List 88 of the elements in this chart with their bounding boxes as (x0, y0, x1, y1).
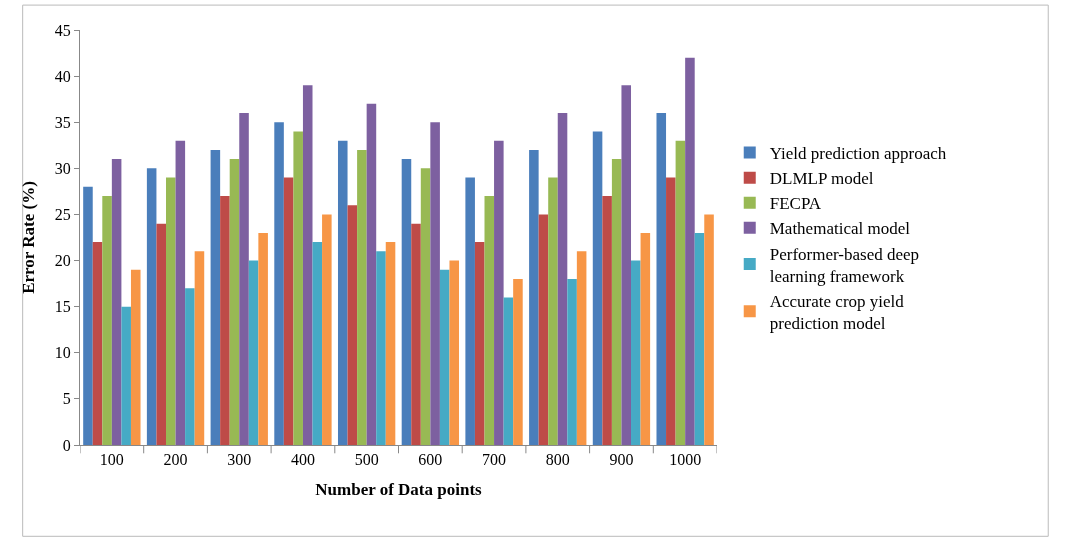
y-tick-label: 40 (54, 67, 71, 85)
bar (529, 149, 539, 445)
bar (156, 223, 166, 445)
bar (121, 306, 131, 445)
bar (194, 251, 205, 445)
y-tick-label: 20 (54, 252, 71, 270)
bar (274, 122, 284, 445)
bar (283, 177, 294, 445)
bar (513, 279, 523, 445)
bar (602, 196, 612, 445)
bar (430, 122, 440, 445)
legend-label: Accurate crop yield prediction model (769, 291, 905, 333)
y-tick-label: 30 (54, 159, 71, 177)
bar (621, 85, 632, 445)
legend-label: Mathematical model (769, 219, 911, 239)
bar (685, 57, 695, 445)
y-tick-label: 25 (54, 206, 71, 224)
x-tick-label: 100 (99, 451, 124, 469)
y-tick-label: 10 (54, 344, 71, 362)
bar (185, 288, 195, 445)
y-tick-label: 15 (54, 298, 71, 316)
bar (557, 113, 568, 445)
bar (465, 177, 475, 445)
x-tick-label: 200 (163, 451, 188, 469)
bar (548, 177, 558, 445)
y-axis-title: Error Rate (%) (19, 181, 39, 294)
y-tick-label: 35 (54, 113, 71, 131)
bar (576, 251, 587, 445)
bar (83, 186, 93, 445)
bar (312, 242, 323, 445)
bar (494, 140, 504, 445)
bar (376, 251, 386, 445)
bar (411, 223, 421, 445)
bar (258, 232, 268, 445)
y-tick-label: 5 (62, 390, 71, 408)
bar (347, 205, 358, 445)
bar (484, 196, 495, 445)
legend-label: Performer-based deep learning framework (769, 244, 920, 286)
bar (239, 113, 249, 445)
bar (401, 159, 412, 445)
y-tick-label: 0 (62, 436, 71, 454)
bar (220, 196, 230, 445)
bar (640, 232, 651, 445)
bar (366, 103, 377, 445)
bar (166, 177, 176, 445)
bar (656, 113, 667, 445)
bar (538, 214, 549, 445)
bar (130, 269, 141, 445)
x-tick-label: 900 (609, 451, 634, 469)
bar (111, 159, 122, 445)
bar (567, 279, 577, 445)
y-tick-label: 45 (54, 21, 71, 39)
bar (322, 214, 332, 445)
bar (503, 297, 514, 445)
legend-label: FECPA (769, 194, 822, 214)
bar (439, 269, 450, 445)
bar (175, 140, 186, 445)
bar (592, 131, 603, 445)
bar (146, 168, 157, 445)
bar (248, 260, 259, 445)
x-tick-label: 1000 (669, 451, 702, 469)
bar (694, 232, 705, 445)
x-tick-label: 600 (418, 451, 443, 469)
bar (302, 85, 313, 445)
x-tick-label: 300 (227, 451, 252, 469)
bar (92, 242, 103, 445)
x-tick-label: 800 (545, 451, 570, 469)
x-axis-title: Number of Data points (315, 479, 483, 499)
x-tick-label: 700 (482, 451, 507, 469)
bar (337, 140, 348, 445)
bar (229, 159, 240, 445)
bar (385, 242, 396, 445)
bar (631, 260, 641, 445)
x-tick-label: 400 (290, 451, 315, 469)
x-tick-label: 500 (354, 451, 379, 469)
bar (293, 131, 303, 445)
bar (102, 196, 112, 445)
legend-label: Yield prediction approach (769, 144, 947, 164)
bar (666, 177, 676, 445)
bar (357, 149, 367, 445)
bar (420, 168, 431, 445)
bar (210, 149, 221, 445)
bar (704, 214, 714, 445)
bar (611, 159, 622, 445)
bar (449, 260, 460, 445)
bar (474, 242, 485, 445)
legend-label: DLMLP model (769, 169, 874, 189)
bar (675, 140, 686, 445)
